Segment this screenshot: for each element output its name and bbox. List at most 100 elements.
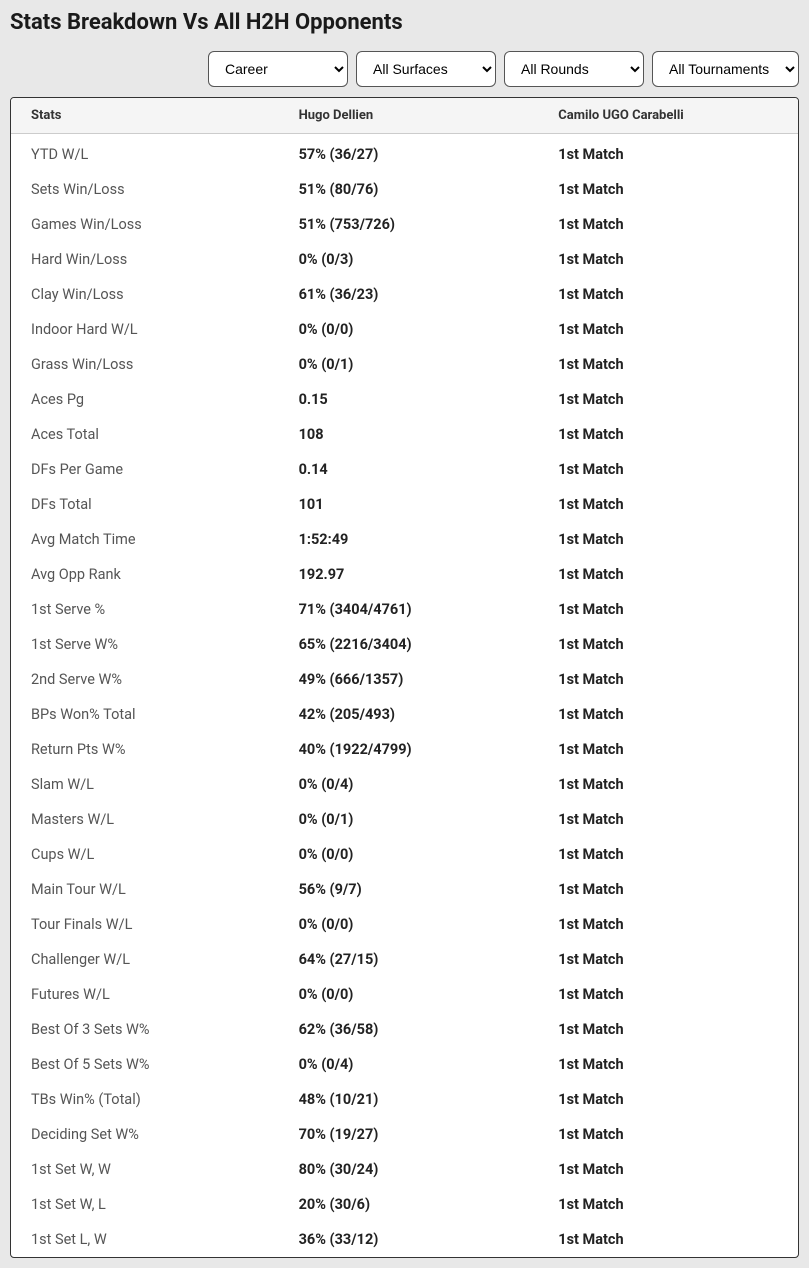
stat-label: Sets Win/Loss (11, 172, 279, 207)
surface-select[interactable]: All Surfaces (356, 51, 496, 87)
stat-value-player2: 1st Match (538, 134, 798, 173)
table-row: Main Tour W/L56% (9/7)1st Match (11, 872, 798, 907)
stat-label: 2nd Serve W% (11, 662, 279, 697)
stat-label: Best Of 3 Sets W% (11, 1012, 279, 1047)
table-row: 1st Set W, W80% (30/24)1st Match (11, 1152, 798, 1187)
stat-value-player1: 42% (205/493) (279, 697, 539, 732)
table-header-row: Stats Hugo Dellien Camilo UGO Carabelli (11, 98, 798, 134)
col-header-player2: Camilo UGO Carabelli (538, 98, 798, 134)
stat-label: Avg Opp Rank (11, 557, 279, 592)
stat-value-player2: 1st Match (538, 732, 798, 767)
stat-value-player2: 1st Match (538, 872, 798, 907)
table-row: 1st Set L, W36% (33/12)1st Match (11, 1222, 798, 1257)
table-row: Sets Win/Loss51% (80/76)1st Match (11, 172, 798, 207)
table-row: Games Win/Loss51% (753/726)1st Match (11, 207, 798, 242)
stat-value-player2: 1st Match (538, 1082, 798, 1117)
stat-value-player1: 20% (30/6) (279, 1187, 539, 1222)
stat-label: DFs Total (11, 487, 279, 522)
stat-value-player2: 1st Match (538, 207, 798, 242)
stat-label: Best Of 5 Sets W% (11, 1047, 279, 1082)
stat-label: Futures W/L (11, 977, 279, 1012)
table-row: DFs Per Game0.141st Match (11, 452, 798, 487)
stat-value-player1: 0% (0/3) (279, 242, 539, 277)
stat-label: Main Tour W/L (11, 872, 279, 907)
stat-value-player2: 1st Match (538, 1047, 798, 1082)
stat-label: Hard Win/Loss (11, 242, 279, 277)
col-header-stats: Stats (11, 98, 279, 134)
stat-label: 1st Set W, L (11, 1187, 279, 1222)
round-select[interactable]: All Rounds (504, 51, 644, 87)
stat-value-player2: 1st Match (538, 522, 798, 557)
stat-value-player1: 56% (9/7) (279, 872, 539, 907)
stat-label: Cups W/L (11, 837, 279, 872)
stat-value-player2: 1st Match (538, 767, 798, 802)
stat-label: DFs Per Game (11, 452, 279, 487)
stat-label: Slam W/L (11, 767, 279, 802)
stat-value-player2: 1st Match (538, 977, 798, 1012)
period-select[interactable]: Career (208, 51, 348, 87)
stat-value-player1: 61% (36/23) (279, 277, 539, 312)
stat-value-player2: 1st Match (538, 242, 798, 277)
stat-label: Aces Total (11, 417, 279, 452)
stat-value-player1: 70% (19/27) (279, 1117, 539, 1152)
table-row: Avg Opp Rank192.971st Match (11, 557, 798, 592)
table-row: Challenger W/L64% (27/15)1st Match (11, 942, 798, 977)
stat-label: Deciding Set W% (11, 1117, 279, 1152)
stat-value-player2: 1st Match (538, 1117, 798, 1152)
stat-value-player1: 0% (0/0) (279, 837, 539, 872)
table-row: Clay Win/Loss61% (36/23)1st Match (11, 277, 798, 312)
table-row: 1st Set W, L20% (30/6)1st Match (11, 1187, 798, 1222)
stat-value-player1: 64% (27/15) (279, 942, 539, 977)
table-row: 1st Serve W%65% (2216/3404)1st Match (11, 627, 798, 662)
stat-value-player2: 1st Match (538, 172, 798, 207)
stat-label: Grass Win/Loss (11, 347, 279, 382)
stat-value-player1: 57% (36/27) (279, 134, 539, 173)
stats-table: Stats Hugo Dellien Camilo UGO Carabelli … (11, 98, 798, 1257)
stat-value-player1: 48% (10/21) (279, 1082, 539, 1117)
table-row: Aces Total1081st Match (11, 417, 798, 452)
stat-value-player1: 0% (0/1) (279, 347, 539, 382)
stat-value-player2: 1st Match (538, 557, 798, 592)
stat-label: 1st Set W, W (11, 1152, 279, 1187)
stat-value-player2: 1st Match (538, 592, 798, 627)
stat-value-player2: 1st Match (538, 277, 798, 312)
table-row: DFs Total1011st Match (11, 487, 798, 522)
tournament-select[interactable]: All Tournaments (652, 51, 799, 87)
stat-value-player2: 1st Match (538, 347, 798, 382)
table-row: Hard Win/Loss0% (0/3)1st Match (11, 242, 798, 277)
stat-value-player1: 0% (0/0) (279, 977, 539, 1012)
stat-value-player1: 0% (0/0) (279, 312, 539, 347)
stat-value-player2: 1st Match (538, 1222, 798, 1257)
stat-value-player1: 0% (0/4) (279, 1047, 539, 1082)
table-row: Avg Match Time1:52:491st Match (11, 522, 798, 557)
stat-value-player2: 1st Match (538, 452, 798, 487)
stat-value-player2: 1st Match (538, 942, 798, 977)
stat-value-player1: 0.14 (279, 452, 539, 487)
stat-value-player2: 1st Match (538, 487, 798, 522)
table-row: Aces Pg0.151st Match (11, 382, 798, 417)
stats-table-wrapper: Stats Hugo Dellien Camilo UGO Carabelli … (10, 97, 799, 1258)
stat-value-player1: 80% (30/24) (279, 1152, 539, 1187)
stat-value-player1: 36% (33/12) (279, 1222, 539, 1257)
stat-value-player2: 1st Match (538, 662, 798, 697)
table-row: YTD W/L57% (36/27)1st Match (11, 134, 798, 173)
stat-value-player2: 1st Match (538, 312, 798, 347)
table-row: TBs Win% (Total)48% (10/21)1st Match (11, 1082, 798, 1117)
col-header-player1: Hugo Dellien (279, 98, 539, 134)
stat-value-player1: 0% (0/4) (279, 767, 539, 802)
stat-value-player1: 101 (279, 487, 539, 522)
stat-label: Masters W/L (11, 802, 279, 837)
table-row: Deciding Set W%70% (19/27)1st Match (11, 1117, 798, 1152)
stat-value-player2: 1st Match (538, 837, 798, 872)
stat-value-player2: 1st Match (538, 627, 798, 662)
table-row: 2nd Serve W%49% (666/1357)1st Match (11, 662, 798, 697)
stat-value-player1: 108 (279, 417, 539, 452)
stat-label: Games Win/Loss (11, 207, 279, 242)
stat-value-player1: 65% (2216/3404) (279, 627, 539, 662)
stat-value-player2: 1st Match (538, 382, 798, 417)
table-row: Grass Win/Loss0% (0/1)1st Match (11, 347, 798, 382)
table-row: Tour Finals W/L0% (0/0)1st Match (11, 907, 798, 942)
table-row: Best Of 5 Sets W%0% (0/4)1st Match (11, 1047, 798, 1082)
stat-value-player2: 1st Match (538, 1012, 798, 1047)
stat-value-player1: 62% (36/58) (279, 1012, 539, 1047)
